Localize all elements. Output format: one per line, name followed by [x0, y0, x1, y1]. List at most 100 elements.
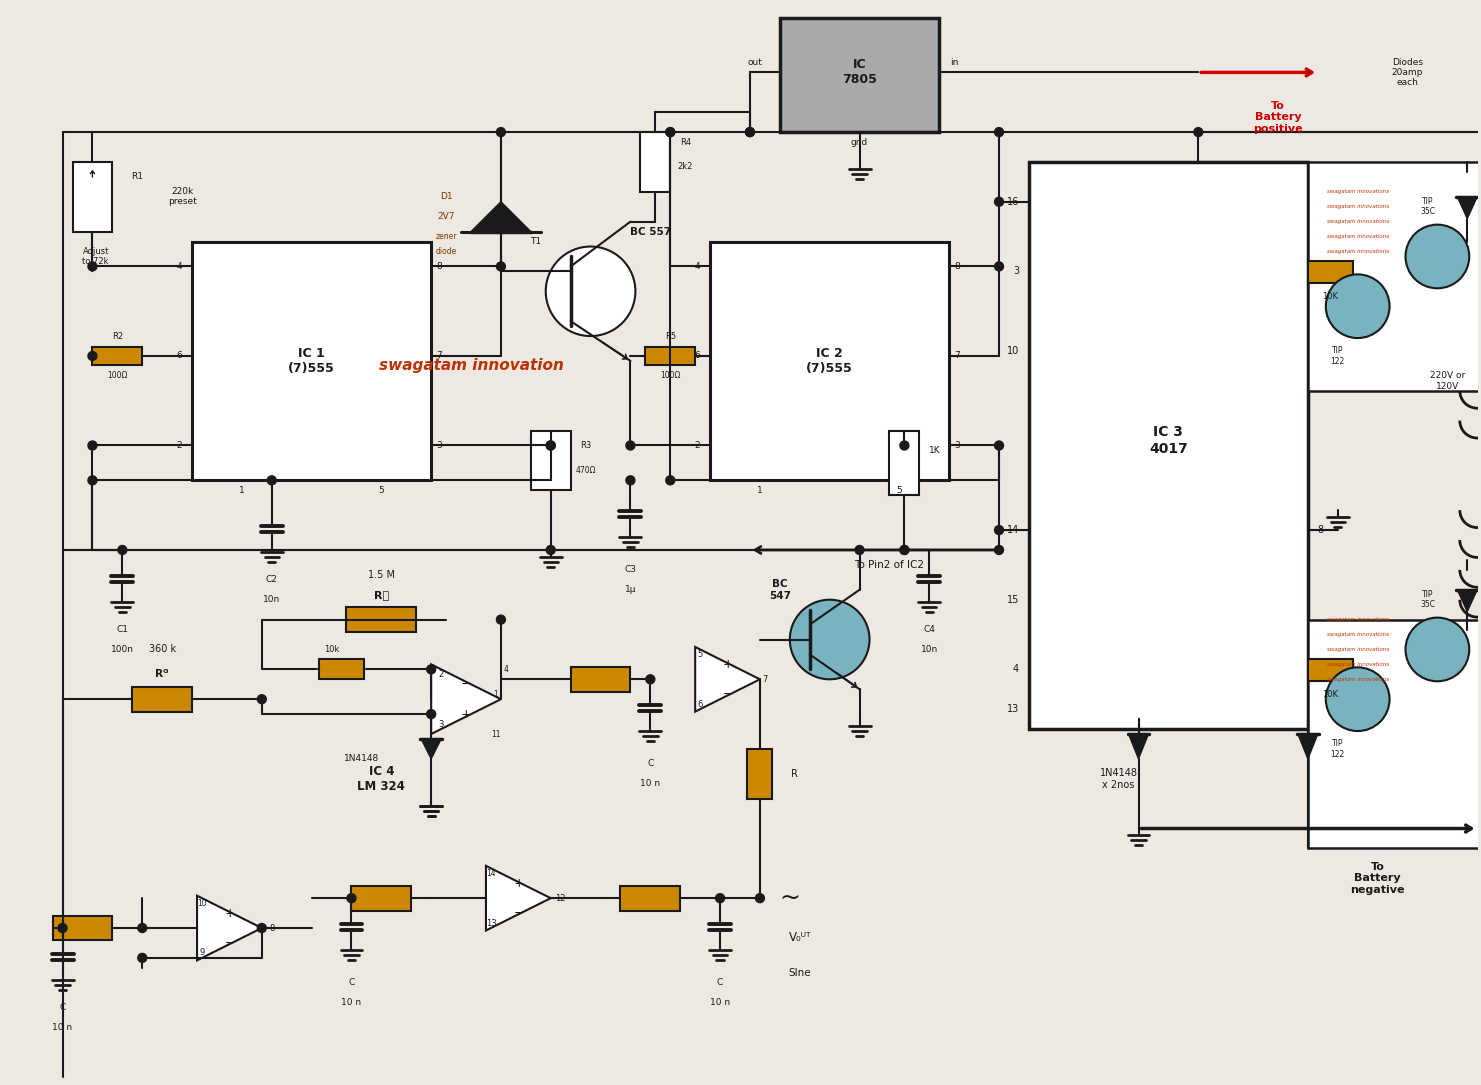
Polygon shape	[486, 866, 551, 931]
Circle shape	[900, 546, 909, 554]
Text: 11: 11	[492, 729, 501, 739]
Circle shape	[545, 246, 635, 336]
Text: 3: 3	[954, 441, 960, 450]
Text: swagatam innovations: swagatam innovations	[1327, 647, 1389, 652]
Text: R4: R4	[680, 138, 690, 146]
Circle shape	[58, 923, 67, 932]
Text: swagatam innovations: swagatam innovations	[1327, 189, 1389, 194]
Text: zener: zener	[435, 232, 456, 241]
Text: Rᴳ: Rᴳ	[156, 669, 169, 679]
Polygon shape	[1457, 590, 1477, 612]
Text: R5: R5	[665, 332, 675, 341]
Text: 1: 1	[493, 690, 498, 699]
Text: 2V7: 2V7	[437, 213, 455, 221]
Text: IC 2
(7)555: IC 2 (7)555	[806, 347, 853, 375]
Text: 1: 1	[757, 486, 763, 495]
Polygon shape	[197, 896, 262, 960]
Text: 12: 12	[555, 894, 566, 903]
Circle shape	[995, 128, 1004, 137]
Polygon shape	[431, 664, 501, 735]
Text: diode: diode	[435, 247, 456, 256]
Text: 10 n: 10 n	[342, 998, 361, 1007]
Text: swagatam innovations: swagatam innovations	[1327, 633, 1389, 637]
Text: −: −	[723, 688, 733, 701]
Text: 4: 4	[1013, 664, 1019, 675]
Circle shape	[755, 894, 764, 903]
Text: C3: C3	[625, 565, 637, 574]
Circle shape	[995, 546, 1004, 554]
Circle shape	[995, 525, 1004, 535]
Circle shape	[87, 476, 96, 485]
Text: 16: 16	[1007, 196, 1019, 207]
Text: swagatam innovations: swagatam innovations	[1327, 234, 1389, 239]
Bar	[640, 132, 671, 192]
Text: T1: T1	[530, 237, 542, 246]
Bar	[646, 347, 695, 365]
Circle shape	[546, 441, 555, 450]
Text: swagatam innovations: swagatam innovations	[1327, 617, 1389, 622]
Text: C4: C4	[923, 625, 935, 634]
Bar	[1308, 261, 1352, 283]
Text: 100n: 100n	[111, 644, 133, 654]
Text: D1: D1	[440, 192, 452, 202]
Circle shape	[427, 665, 435, 674]
Circle shape	[1405, 617, 1469, 681]
Bar	[132, 687, 193, 712]
Text: R: R	[791, 769, 798, 779]
Circle shape	[496, 615, 505, 624]
Circle shape	[626, 476, 635, 485]
Text: 3: 3	[438, 719, 444, 728]
Text: +: +	[461, 707, 471, 720]
Text: C1: C1	[117, 625, 129, 634]
Text: 1N4148: 1N4148	[344, 754, 379, 764]
Text: 10 n: 10 n	[640, 779, 661, 789]
Circle shape	[1325, 667, 1389, 731]
Bar	[1308, 620, 1481, 848]
Text: 360 k: 360 k	[148, 644, 176, 654]
Text: IC 4
LM 324: IC 4 LM 324	[357, 765, 406, 793]
Circle shape	[995, 261, 1004, 271]
Circle shape	[626, 441, 635, 450]
Text: 100Ω: 100Ω	[107, 371, 127, 381]
Polygon shape	[695, 647, 760, 712]
Text: 3: 3	[435, 441, 441, 450]
Text: 15: 15	[1007, 595, 1019, 604]
Text: 10 n: 10 n	[52, 1023, 73, 1032]
Text: swagatam innovations: swagatam innovations	[1327, 204, 1389, 209]
Text: 4: 4	[695, 261, 701, 271]
Circle shape	[87, 441, 96, 450]
Text: SIne: SIne	[788, 968, 812, 978]
Circle shape	[138, 923, 147, 932]
Circle shape	[1405, 225, 1469, 289]
Text: 10n: 10n	[921, 644, 937, 654]
Circle shape	[427, 710, 435, 718]
Bar	[193, 242, 431, 481]
Text: 470Ω: 470Ω	[575, 465, 595, 475]
Bar	[92, 347, 142, 365]
Text: R₟: R₟	[373, 590, 390, 600]
Circle shape	[666, 128, 675, 137]
Polygon shape	[1297, 735, 1318, 758]
Circle shape	[347, 894, 355, 903]
Circle shape	[745, 128, 754, 137]
Circle shape	[646, 675, 655, 684]
Bar	[748, 749, 773, 799]
Bar	[709, 242, 949, 481]
Bar	[1308, 162, 1481, 391]
Text: C: C	[59, 1004, 65, 1012]
Circle shape	[666, 476, 675, 485]
Circle shape	[496, 261, 505, 271]
Text: swagatam innovations: swagatam innovations	[1327, 662, 1389, 667]
Bar	[780, 17, 939, 132]
Text: 2: 2	[176, 441, 182, 450]
Circle shape	[118, 546, 127, 554]
Text: To
Battery
positive: To Battery positive	[1253, 101, 1303, 133]
Text: 1μ: 1μ	[625, 585, 637, 595]
Bar	[347, 608, 416, 633]
Text: R1: R1	[132, 173, 144, 181]
Text: 6: 6	[695, 352, 701, 360]
Text: TIP
35C: TIP 35C	[1420, 197, 1435, 216]
Text: TIP
35C: TIP 35C	[1420, 590, 1435, 610]
Text: +: +	[723, 658, 733, 671]
Bar	[570, 667, 631, 692]
